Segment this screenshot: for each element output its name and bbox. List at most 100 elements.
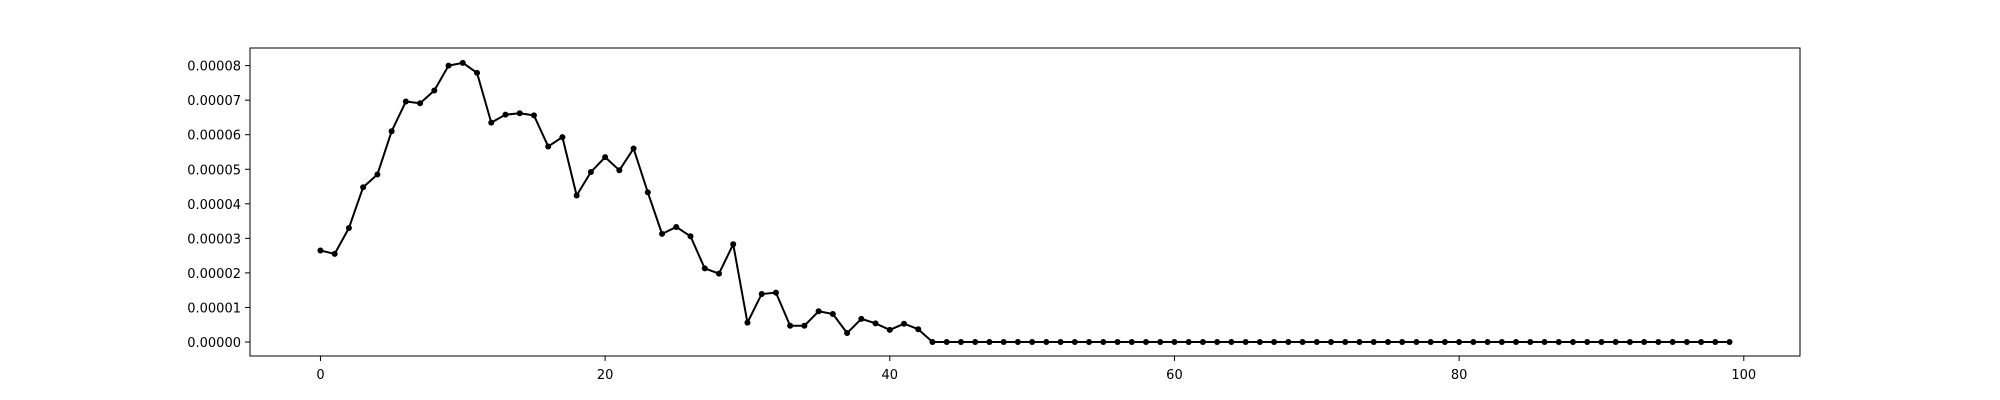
data-point bbox=[787, 322, 794, 329]
plot-area bbox=[317, 59, 1733, 346]
data-point bbox=[1086, 339, 1093, 346]
data-point bbox=[474, 69, 481, 76]
data-point bbox=[644, 189, 651, 196]
x-tick-label: 100 bbox=[1731, 368, 1756, 383]
data-point bbox=[374, 171, 381, 178]
data-point bbox=[573, 192, 580, 199]
data-point bbox=[1484, 339, 1491, 346]
data-point bbox=[1527, 339, 1534, 346]
data-point bbox=[1342, 339, 1349, 346]
data-point bbox=[986, 339, 993, 346]
data-point bbox=[1399, 339, 1406, 346]
data-point bbox=[673, 223, 680, 230]
data-point bbox=[972, 339, 979, 346]
data-point bbox=[516, 110, 523, 117]
data-point bbox=[459, 59, 466, 66]
x-tick-label: 80 bbox=[1451, 368, 1468, 383]
data-point bbox=[502, 111, 509, 118]
data-point bbox=[858, 315, 865, 322]
data-point bbox=[1000, 339, 1007, 346]
data-point bbox=[345, 225, 352, 231]
x-tick-label: 60 bbox=[1166, 368, 1183, 383]
data-point bbox=[1584, 339, 1591, 346]
y-tick-label: 0.00007 bbox=[187, 94, 241, 109]
data-point bbox=[1185, 339, 1192, 346]
y-tick-label: 0.00002 bbox=[187, 267, 241, 282]
data-point bbox=[1114, 339, 1121, 346]
data-point bbox=[844, 330, 851, 337]
data-point bbox=[1328, 339, 1335, 346]
data-point bbox=[957, 339, 964, 346]
data-point bbox=[772, 289, 779, 296]
data-point bbox=[488, 119, 495, 126]
data-point bbox=[530, 112, 537, 119]
data-point bbox=[1456, 339, 1463, 346]
x-tick-label: 20 bbox=[597, 368, 614, 383]
data-point bbox=[1655, 339, 1662, 346]
data-point bbox=[943, 339, 950, 346]
data-point bbox=[417, 100, 424, 107]
data-point bbox=[901, 320, 908, 327]
data-point bbox=[1242, 339, 1249, 346]
data-point bbox=[1669, 339, 1676, 346]
data-point bbox=[559, 134, 566, 141]
data-point bbox=[1413, 339, 1420, 346]
data-point bbox=[886, 326, 893, 333]
data-point bbox=[1199, 339, 1206, 346]
data-point bbox=[317, 247, 324, 254]
data-point bbox=[872, 320, 879, 327]
data-point bbox=[1555, 339, 1562, 346]
data-point bbox=[1014, 339, 1021, 346]
data-point bbox=[1029, 339, 1036, 346]
data-point bbox=[602, 154, 609, 161]
data-point bbox=[630, 145, 637, 152]
data-point bbox=[1313, 339, 1320, 346]
data-point bbox=[801, 322, 808, 329]
data-point bbox=[1142, 339, 1149, 346]
data-point bbox=[1513, 339, 1520, 346]
data-point bbox=[388, 128, 395, 135]
y-tick-label: 0.00001 bbox=[187, 301, 241, 316]
data-point bbox=[687, 233, 694, 240]
data-point bbox=[1071, 339, 1078, 346]
y-tick-label: 0.00006 bbox=[187, 129, 241, 144]
data-point bbox=[1712, 339, 1719, 346]
series-line bbox=[320, 61, 1730, 344]
y-tick-label: 0.00003 bbox=[187, 232, 241, 247]
data-point bbox=[1356, 339, 1363, 346]
data-point bbox=[1271, 339, 1278, 346]
data-point bbox=[1598, 339, 1605, 346]
data-point bbox=[1043, 339, 1050, 346]
data-point bbox=[1569, 339, 1576, 346]
data-point bbox=[402, 98, 409, 105]
data-point bbox=[587, 169, 594, 176]
data-point bbox=[715, 270, 722, 277]
data-point bbox=[929, 339, 936, 346]
data-point bbox=[545, 143, 552, 150]
data-point bbox=[1256, 339, 1263, 346]
data-point bbox=[915, 326, 922, 333]
y-tick-label: 0.00008 bbox=[187, 60, 241, 75]
y-tick-label: 0.00000 bbox=[187, 336, 241, 351]
data-point bbox=[1299, 339, 1306, 346]
data-point bbox=[1626, 339, 1633, 346]
y-tick-label: 0.00004 bbox=[187, 198, 241, 213]
axes-frame bbox=[249, 47, 1801, 357]
data-point bbox=[744, 319, 751, 326]
x-axis-ticks: 0 20 40 60 80 100 bbox=[316, 356, 1756, 383]
data-point bbox=[1427, 339, 1434, 346]
data-point bbox=[730, 241, 737, 248]
data-point bbox=[815, 308, 822, 315]
data-point bbox=[659, 230, 666, 237]
data-point bbox=[331, 250, 338, 257]
data-point bbox=[1228, 339, 1235, 346]
data-point bbox=[1171, 339, 1178, 346]
data-point bbox=[1285, 339, 1292, 346]
x-tick-label: 0 bbox=[316, 368, 324, 383]
data-point bbox=[445, 62, 452, 69]
data-point bbox=[1057, 339, 1064, 346]
data-point bbox=[431, 87, 438, 94]
data-point bbox=[1541, 339, 1548, 346]
